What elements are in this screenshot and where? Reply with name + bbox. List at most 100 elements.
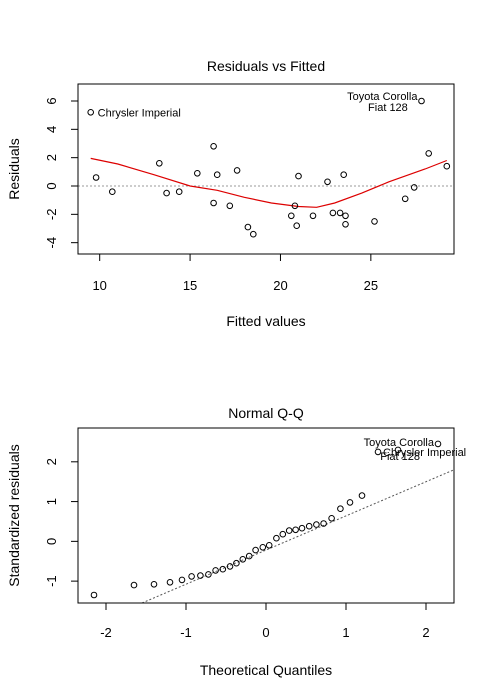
data-point <box>425 150 433 157</box>
normal-qq-panel: Normal Q-Q Toyota Corolla Fiat 128Chrysler… <box>6 405 466 678</box>
residuals-vs-fitted-panel: Residuals vs Fitted Chrysler Imperial Toyo… <box>6 58 455 329</box>
x-tick-label: 25 <box>364 278 378 293</box>
data-point <box>410 184 418 191</box>
chart-title: Normal Q-Q <box>228 405 304 421</box>
data-point <box>244 223 252 231</box>
data-point <box>337 505 344 513</box>
data-point <box>292 526 299 534</box>
data-point <box>239 556 247 563</box>
data-point <box>293 222 301 229</box>
x-tick-label: -1 <box>180 625 192 640</box>
data-point <box>175 188 183 195</box>
data-point <box>150 581 158 588</box>
x-tick-label: 20 <box>273 278 287 293</box>
data-point <box>194 170 201 177</box>
point-label: Chrysler Imperial <box>383 447 466 459</box>
x-tick-label: 2 <box>422 625 429 640</box>
data-point <box>434 440 442 448</box>
data-point <box>226 563 234 570</box>
y-axis-title: Standardized residuals <box>6 444 22 586</box>
y-tick-label: -2 <box>44 209 59 221</box>
data-point <box>188 573 195 580</box>
qq-reference-line <box>141 469 455 604</box>
y-tick-label: 2 <box>44 458 59 465</box>
data-point <box>197 572 204 579</box>
y-tick-label: -4 <box>44 237 59 249</box>
x-tick-label: 10 <box>92 278 106 293</box>
data-point <box>401 195 409 203</box>
data-point <box>346 499 354 506</box>
data-point <box>418 97 425 105</box>
data-point <box>320 520 327 527</box>
data-point <box>374 448 382 456</box>
x-axis-title: Fitted values <box>226 313 305 329</box>
data-point <box>87 109 94 116</box>
data-point <box>285 527 293 534</box>
data-point <box>328 515 335 522</box>
data-point <box>291 202 299 210</box>
plot-frame <box>77 83 455 255</box>
data-point <box>163 189 170 197</box>
data-point <box>342 221 349 228</box>
data-point <box>130 581 138 589</box>
data-point <box>213 171 221 178</box>
x-tick-label: 1 <box>342 625 349 640</box>
x-tick-label: -2 <box>100 625 112 640</box>
data-point <box>210 143 217 150</box>
data-point <box>309 212 317 220</box>
data-point <box>109 188 116 195</box>
data-point <box>279 530 287 538</box>
data-point <box>219 565 227 573</box>
y-tick-label: 2 <box>44 154 59 161</box>
data-point <box>245 552 253 560</box>
point-label: Toyota Corolla <box>347 91 418 103</box>
data-point <box>358 492 366 499</box>
data-point <box>205 571 212 578</box>
point-label: Fiat 128 <box>368 102 408 114</box>
data-point <box>250 230 257 238</box>
y-tick-label: 1 <box>44 498 59 505</box>
data-point <box>166 579 174 586</box>
data-point <box>336 209 344 217</box>
point-label: Toyota Corolla <box>364 437 435 449</box>
data-point <box>295 172 302 180</box>
y-tick-label: 4 <box>44 126 59 133</box>
data-point <box>443 162 451 170</box>
data-point <box>90 591 98 599</box>
data-point <box>305 522 313 530</box>
chart-title: Residuals vs Fitted <box>207 58 325 74</box>
y-tick-label: 0 <box>44 182 59 189</box>
x-tick-label: 0 <box>262 625 269 640</box>
data-point <box>252 546 259 554</box>
data-point <box>324 178 331 186</box>
data-point <box>233 559 240 567</box>
data-point <box>288 212 295 220</box>
y-tick-label: 6 <box>44 97 59 104</box>
data-point <box>226 202 234 210</box>
data-point <box>313 521 320 528</box>
data-point <box>298 524 306 532</box>
lowess-smoother-line <box>90 157 448 208</box>
data-point <box>156 160 163 167</box>
data-point <box>259 544 267 551</box>
data-point <box>210 199 217 207</box>
data-point <box>265 542 273 549</box>
y-tick-label: 0 <box>44 538 59 545</box>
y-axis-title: Residuals <box>6 138 22 199</box>
data-point <box>273 534 280 542</box>
y-tick-label: -1 <box>44 575 59 587</box>
point-label: Chrysler Imperial <box>98 107 181 119</box>
data-point <box>212 567 219 574</box>
data-point <box>340 171 348 178</box>
data-point <box>233 167 241 174</box>
data-point <box>342 212 349 220</box>
data-point <box>394 446 402 454</box>
data-point <box>371 218 378 225</box>
point-label: Fiat 128 <box>380 451 420 463</box>
data-point <box>329 209 337 217</box>
x-tick-label: 15 <box>183 278 197 293</box>
data-point <box>92 174 100 181</box>
data-point <box>178 576 186 584</box>
x-axis-title: Theoretical Quantiles <box>200 662 332 678</box>
